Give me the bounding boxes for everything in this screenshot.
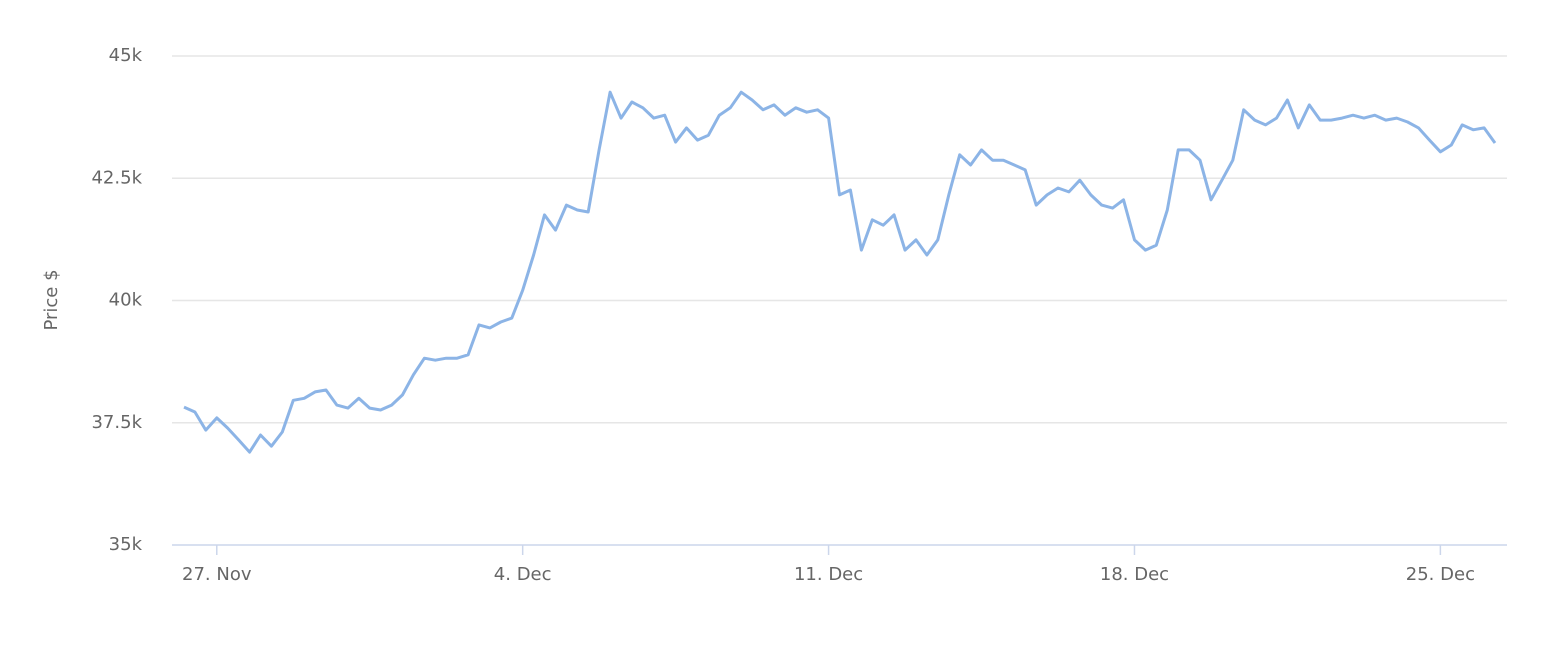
y-axis-label: Price $ bbox=[41, 269, 62, 330]
x-tick-label: 27. Nov bbox=[182, 564, 252, 585]
x-tick-label: 4. Dec bbox=[494, 564, 552, 585]
x-tick-label: 11. Dec bbox=[794, 564, 863, 585]
y-tick-label: 40k bbox=[109, 290, 143, 311]
y-tick-label: 42.5k bbox=[91, 167, 142, 188]
y-tick-label: 45k bbox=[109, 45, 143, 66]
x-tick-label: 18. Dec bbox=[1100, 564, 1169, 585]
y-tick-label: 35k bbox=[109, 534, 143, 555]
x-tick-label: 25. Dec bbox=[1406, 564, 1475, 585]
y-tick-label: 37.5k bbox=[91, 412, 142, 433]
price-line bbox=[183, 90, 1497, 454]
